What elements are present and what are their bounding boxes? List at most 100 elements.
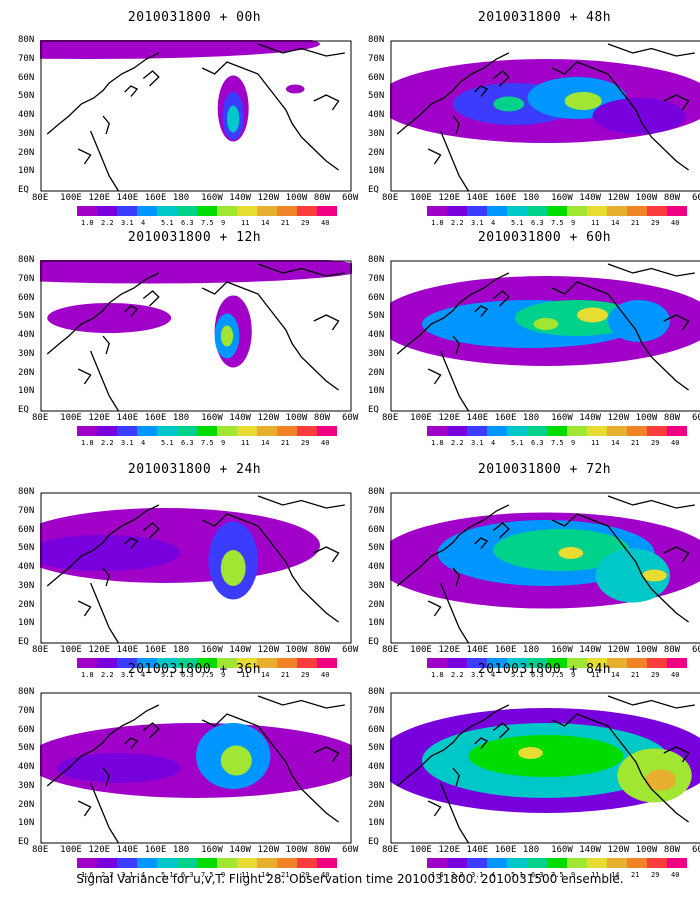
coastline	[492, 522, 510, 539]
coastline	[142, 522, 160, 539]
lat-label: EQ	[18, 185, 29, 195]
lat-label: 30N	[368, 348, 385, 359]
colorbar-label: 40	[321, 671, 330, 679]
colorbar	[427, 426, 687, 436]
coastline	[142, 722, 160, 739]
coastline	[396, 272, 510, 355]
lat-label: 30N	[18, 780, 35, 791]
coastline	[77, 148, 92, 165]
lon-label: 160E	[494, 845, 517, 855]
lon-label: 160E	[144, 845, 167, 855]
colorbar-label: 2.2	[101, 439, 114, 447]
lon-label: 140E	[466, 413, 489, 423]
colorbar-label: 3.1	[471, 671, 484, 679]
lon-label: 120E	[438, 413, 461, 423]
map-panel: 2010031800 + 24h 80N 70N 60N 50N 40N 30N 20N 10N…	[18, 462, 367, 687]
colorbar-swatch	[447, 206, 468, 216]
colorbar-label: 7.5	[201, 439, 214, 447]
lon-label: 100W	[285, 845, 308, 855]
lat-label: 10N	[368, 386, 385, 397]
colorbar-swatch	[547, 426, 568, 436]
coastline	[89, 350, 120, 412]
lat-label: 20N	[368, 147, 385, 158]
lon-label: 100W	[635, 193, 658, 203]
coastline	[46, 272, 160, 355]
colorbar-swatch	[217, 658, 238, 668]
colorbar-label: 1.8	[81, 219, 94, 227]
variance-contour	[564, 92, 602, 110]
lon-label: 80E	[32, 645, 49, 655]
colorbar	[77, 206, 337, 216]
lat-label: 40N	[368, 110, 385, 120]
colorbar-label: 1.8	[431, 219, 444, 227]
colorbar-label: 6.3	[181, 219, 194, 227]
coastline	[663, 314, 690, 331]
colorbar-swatch	[427, 206, 448, 216]
lon-label: 80W	[313, 845, 331, 855]
colorbar-label: 3.1	[471, 219, 484, 227]
lon-label: 140W	[229, 845, 251, 855]
colorbar-label: 4	[491, 439, 496, 447]
lat-label: 60N	[18, 292, 35, 303]
colorbar-label: 14	[261, 219, 270, 227]
lat-label: 50N	[18, 91, 35, 102]
coastline	[201, 513, 339, 623]
panel-title: 2010031800 + 84h	[477, 662, 612, 677]
lon-label: 120E	[88, 193, 111, 203]
coastline	[313, 314, 340, 331]
lon-label: 120E	[88, 413, 111, 423]
colorbar-label: 29	[301, 871, 310, 879]
lon-label: 180	[522, 645, 540, 655]
colorbar-swatch	[137, 206, 158, 216]
variance-contour	[558, 547, 584, 559]
lat-label: 70N	[18, 705, 35, 716]
variance-contour	[533, 318, 559, 330]
lat-label: EQ	[368, 405, 379, 415]
colorbar-swatch	[97, 206, 118, 216]
colorbar-label: 11	[241, 671, 250, 679]
colorbar-label: 29	[301, 219, 310, 227]
variance-contour	[642, 569, 667, 582]
colorbar-label: 11	[241, 871, 250, 879]
coastline	[46, 52, 160, 135]
forecast-map	[390, 40, 700, 192]
colorbar-label: 2.2	[451, 219, 464, 227]
coastline	[551, 281, 689, 391]
colorbar-label: 1.8	[81, 671, 94, 679]
colorbar-label: 3.1	[121, 439, 134, 447]
coastline	[257, 495, 345, 509]
colorbar-swatch	[527, 658, 548, 668]
colorbar-swatch	[237, 426, 258, 436]
lon-label: 120W	[607, 845, 630, 855]
variance-contour	[608, 300, 670, 342]
lat-label: 80N	[368, 687, 385, 697]
coastline	[124, 85, 139, 97]
lon-label: 100E	[60, 413, 82, 423]
colorbar	[427, 206, 687, 216]
lon-label: 120W	[607, 193, 630, 203]
colorbar-label: 6.3	[531, 671, 544, 679]
lat-label: EQ	[18, 637, 29, 647]
colorbar-swatch	[117, 426, 138, 436]
lat-label: 80N	[368, 487, 385, 497]
coastline	[439, 350, 470, 412]
lon-label: 120E	[438, 645, 461, 655]
coastline	[257, 695, 345, 709]
map-background	[41, 41, 351, 191]
lat-label: 20N	[18, 147, 35, 158]
lon-label: 60W	[342, 193, 359, 203]
colorbar-label: 2.2	[451, 439, 464, 447]
lon-label: 160W	[201, 645, 223, 655]
variance-contour	[220, 550, 246, 586]
lon-label: 100E	[60, 645, 82, 655]
lon-label: 140W	[579, 413, 601, 423]
lon-label: 60W	[692, 845, 700, 855]
lat-label: 30N	[368, 128, 385, 139]
lon-label: 160E	[494, 193, 517, 203]
colorbar	[427, 858, 687, 868]
lon-label: 100W	[635, 645, 658, 655]
lat-label: 30N	[18, 348, 35, 359]
variance-contour	[285, 84, 305, 94]
colorbar-swatch	[467, 658, 488, 668]
lat-label: EQ	[368, 185, 379, 195]
